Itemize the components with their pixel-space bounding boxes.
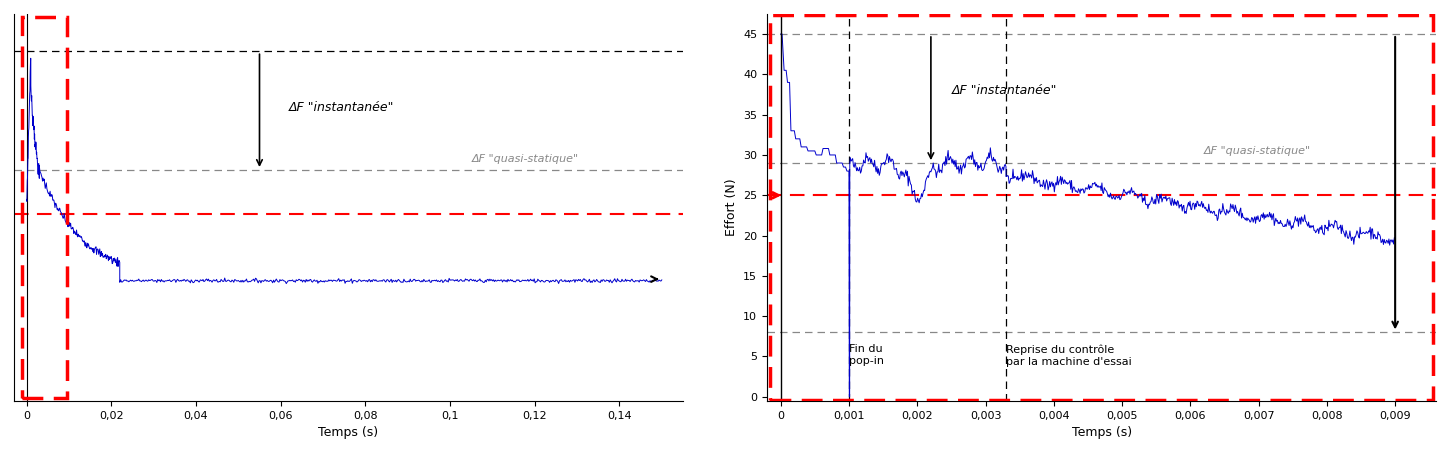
Text: Reprise du contrôle
par la machine d'essai: Reprise du contrôle par la machine d'ess… [1006,344,1132,366]
Bar [22,17,67,398]
Text: Fin du
pop-in: Fin du pop-in [848,344,884,366]
X-axis label: Temps (s): Temps (s) [1072,426,1131,439]
Text: ΔF "quasi-statique": ΔF "quasi-statique" [1204,146,1311,156]
X-axis label: Temps (s): Temps (s) [319,426,378,439]
Text: ΔF "instantanée": ΔF "instantanée" [289,101,394,114]
Text: ΔF "quasi-statique": ΔF "quasi-statique" [471,154,579,164]
Text: ΔF "instantanée": ΔF "instantanée" [951,84,1057,97]
Y-axis label: Effort (N): Effort (N) [725,178,738,236]
